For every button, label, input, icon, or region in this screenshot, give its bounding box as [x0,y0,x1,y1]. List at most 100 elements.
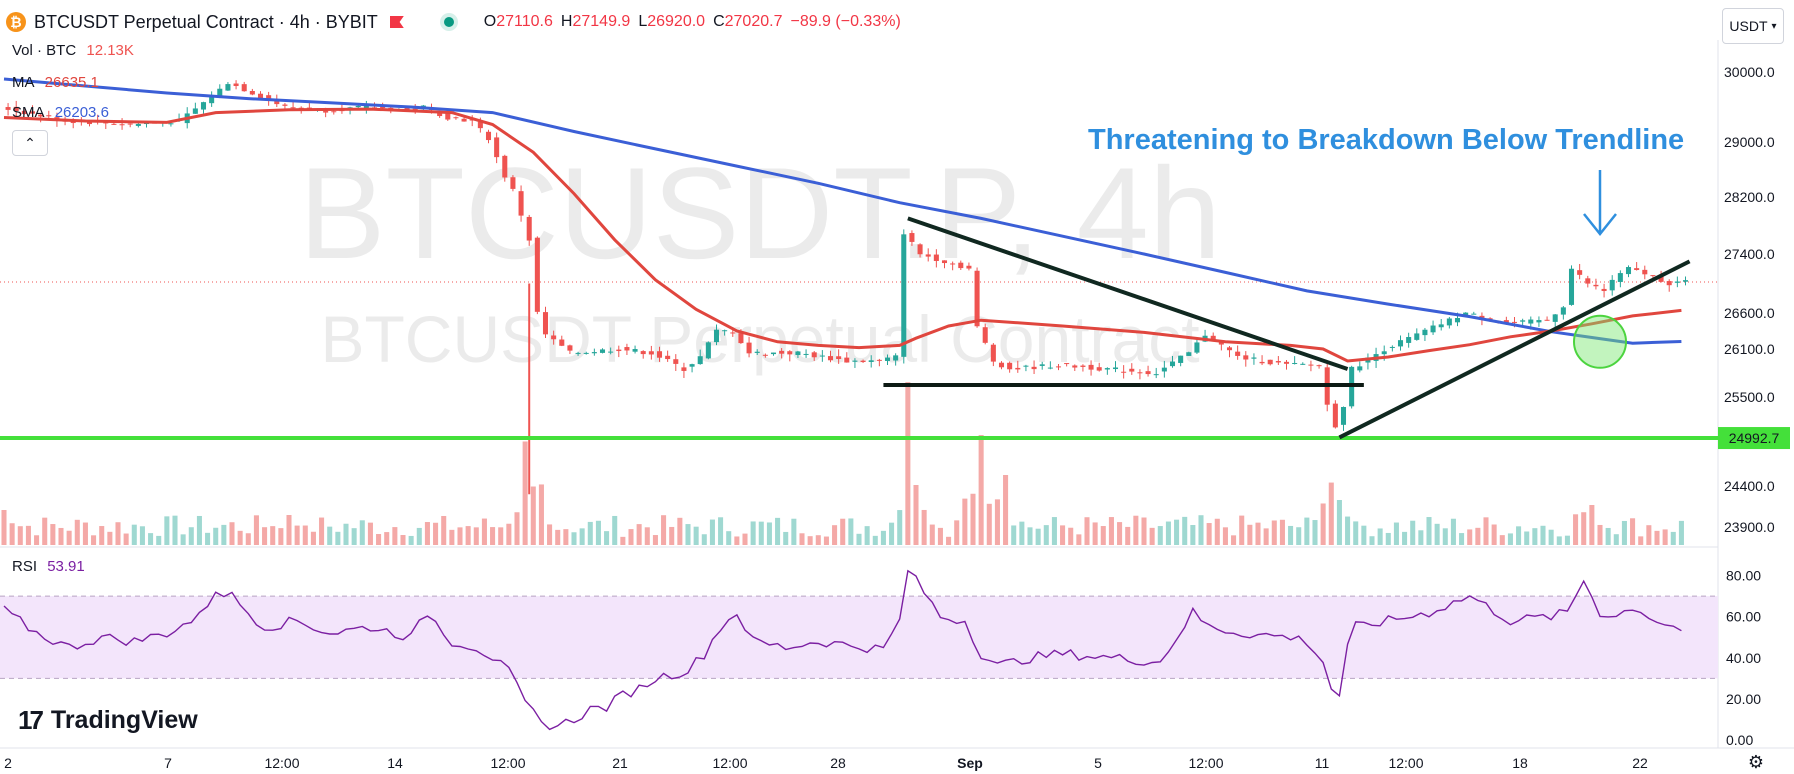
candle-body [461,118,467,122]
volume-bar [905,382,911,545]
volume-bar [131,524,137,545]
candle-body [485,131,492,141]
volume-bar [1621,520,1627,545]
legend-sma[interactable]: SMA 26203.6 [12,104,109,121]
candle-body [1007,362,1013,370]
candle-body [941,260,948,264]
volume-bar [115,522,121,545]
legend-rsi[interactable]: RSI 53.91 [12,558,85,575]
triangle-upper-line [907,216,1349,371]
volume-bar [50,524,56,545]
volume-bar [1060,525,1066,545]
volume-bar [1361,525,1367,545]
market-status-icon[interactable] [443,17,454,27]
candle-body [705,342,711,359]
volume-bar [1100,526,1106,545]
candle-body [404,107,410,110]
watermark: BTCUSDT.P, 4h BTCUSDT Perpetual Contract [299,140,1221,376]
volume-bar [929,524,935,545]
volume-bar [1312,520,1318,545]
legend-volume[interactable]: Vol · BTC 12.13K [12,42,134,59]
candle-body [526,216,532,241]
time-tick-label: 5 [1094,755,1102,771]
volume-bar [1076,534,1082,545]
candle-body [135,123,141,126]
volume-bar [1678,520,1684,545]
candle-body [1153,374,1159,376]
candle-body [1601,288,1607,292]
volume-bar [563,529,569,545]
volume-bar [994,499,1000,545]
volume-bar [644,527,650,545]
volume-bar [718,517,724,545]
symbol-title[interactable]: BTCUSDT Perpetual Contract · 4h · BYBIT [34,11,378,32]
candle-body [990,344,996,362]
candle-body [111,123,117,125]
candle-body [168,123,174,125]
candle-body [29,111,36,114]
collapse-legend-button[interactable]: ⌃ [12,130,48,156]
candle-body [1292,362,1298,364]
candle-body [1096,367,1102,371]
ma-line [3,107,1682,363]
ma-value: 26635.1 [44,74,99,91]
volume-bar [91,535,97,545]
candle-body [884,357,891,361]
volume-bar [359,520,365,545]
candle-body [836,356,842,360]
volume-bar [970,493,976,545]
candle-body [1316,365,1322,367]
volume-bar [1581,512,1587,545]
flag-icon[interactable] [389,16,404,28]
rsi-value: 53.91 [47,558,85,575]
volume-bar [433,522,439,545]
candle-body [1560,307,1566,315]
volume-bar [1491,524,1497,545]
candle-body [1406,337,1412,343]
volume-bar [669,526,675,545]
volume-bar [1499,535,1505,545]
volume-bar [278,528,284,545]
volume-bar [384,532,390,545]
price-axis[interactable]: 30000.0 29000.0 28200.0 27400.0 26600.0 26100… [0,40,1794,749]
candle-body [827,356,834,361]
candle-body [1617,273,1623,282]
volume-bar [1418,530,1424,545]
candle-body [1283,361,1290,364]
candle-body [477,121,483,129]
volume-bar [661,515,667,545]
volume-bar [652,535,658,545]
volume-bar [367,522,373,545]
legend-ma[interactable]: MA 26635.1 [12,74,99,91]
currency-button[interactable]: USDT ▾ [1722,8,1784,44]
candle-body [811,352,817,358]
candle-body [1047,367,1053,369]
candle-body [860,360,866,362]
volume-bar [1393,522,1399,545]
volume-bar [498,527,504,545]
volume-bar [1092,522,1098,545]
candle-body [1259,361,1265,364]
volume-bar [1271,520,1277,545]
ma-label: MA [12,74,35,91]
volume-bar [547,524,553,545]
volume-bar [1068,527,1074,545]
candle-body [1650,275,1656,277]
drawings[interactable]: 24992.7 [0,170,1790,450]
candle-body [1112,367,1119,370]
ohlc-value-3: 27020.7 [724,13,783,30]
gear-icon[interactable]: ⚙ [1747,752,1765,772]
ohlc-value-4: −89.9 (−0.33%) [790,13,901,30]
candle-body [844,357,850,363]
volume-bar [1108,517,1114,545]
tradingview-logo[interactable]: 17 TradingView [18,705,198,736]
volume-bar [897,510,903,545]
candle-body [738,333,744,344]
volume-bar [1670,531,1676,545]
volume-bar [1442,528,1448,545]
volume-bar [1377,528,1383,545]
volume-bar [832,525,838,545]
time-axis[interactable]: 2 7 12:00 14 12:00 21 12:00 28 Sep 5 12:00 11 12:00 1… [4,755,1648,771]
volume-bar [685,524,691,545]
